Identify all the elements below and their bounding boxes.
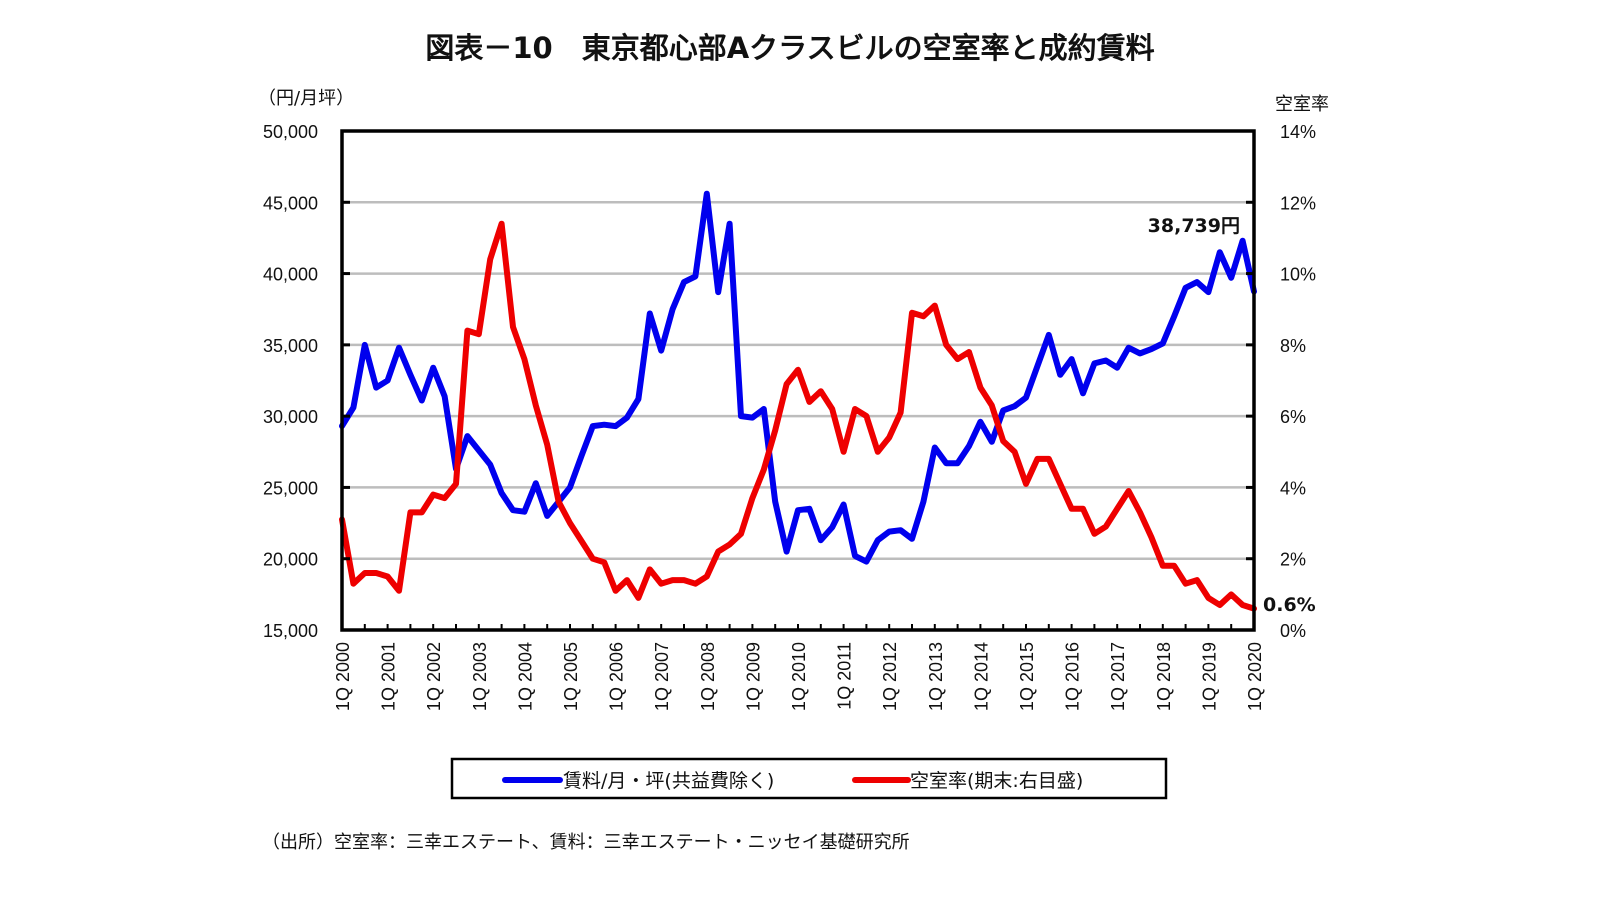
x-tick-label: 1Q 2001	[379, 642, 399, 711]
x-tick-label: 1Q 2020	[1245, 642, 1265, 711]
gridlines	[342, 201, 1254, 560]
plot-border	[340, 129, 1256, 632]
x-tick-label: 1Q 2012	[880, 642, 900, 711]
x-tick-label: 1Q 2006	[607, 642, 627, 711]
x-tick-label: 1Q 2004	[515, 642, 535, 711]
legend-box	[450, 757, 1168, 800]
x-tick-label: 1Q 2002	[424, 642, 444, 711]
right-tick-label: 6%	[1280, 407, 1306, 427]
left-tick-label: 45,000	[263, 193, 318, 213]
x-tick-label: 1Q 2003	[470, 642, 490, 711]
x-tick-label: 1Q 2016	[1063, 642, 1083, 711]
left-tick-label: 15,000	[263, 621, 318, 641]
right-tick-label: 2%	[1280, 550, 1306, 570]
x-tick-label: 1Q 2015	[1017, 642, 1037, 711]
x-tick-label: 1Q 2013	[926, 642, 946, 711]
x-tick-label: 1Q 2019	[1199, 642, 1219, 711]
plot-frame	[340, 129, 1256, 632]
vacancy-latest-label: 0.6%	[1263, 594, 1316, 616]
x-tick-label: 1Q 2018	[1154, 642, 1174, 711]
right-tick-label: 12%	[1280, 193, 1316, 213]
left-tick-label: 25,000	[263, 478, 318, 498]
right-axis-unit: 空室率	[1275, 94, 1329, 115]
x-tick-label: 1Q 2000	[333, 642, 353, 711]
left-tick-label: 20,000	[263, 550, 318, 570]
legend-label-rent: 賃料/月・坪(共益費除く)	[563, 770, 774, 792]
right-tick-label: 0%	[1280, 621, 1306, 641]
x-tick-label: 1Q 2014	[971, 642, 991, 711]
x-tick-label: 1Q 2017	[1108, 642, 1128, 711]
chart-title: 図表－10 東京都心部Aクラスビルの空室率と成約賃料	[425, 31, 1154, 65]
x-tick-label: 1Q 2009	[743, 642, 763, 711]
source-note: （出所）空室率：三幸エステート、賃料：三幸エステート・ニッセイ基礎研究所	[262, 832, 910, 853]
x-tick-label: 1Q 2008	[698, 642, 718, 711]
rent-latest-label: 38,739円	[1148, 215, 1240, 237]
x-tick-label: 1Q 2007	[652, 642, 672, 711]
right-tick-label: 10%	[1280, 265, 1316, 285]
left-tick-label: 50,000	[263, 122, 318, 142]
vacancy-line	[339, 220, 1257, 612]
left-axis-unit: （円/月坪）	[258, 88, 354, 109]
annotations: 38,739円 0.6%	[1148, 215, 1316, 616]
x-tick-label: 1Q 2010	[789, 642, 809, 711]
left-tick-label: 35,000	[263, 336, 318, 356]
right-tick-label: 8%	[1280, 336, 1306, 356]
right-axis-ticks: 0% 2% 4% 6% 8% 10% 12% 14%	[1280, 122, 1316, 641]
left-axis-ticks: 15,000 20,000 25,000 30,000 35,000 40,000 45,0…	[263, 122, 318, 641]
rent-line	[339, 190, 1257, 565]
x-tick-label: 1Q 2011	[835, 642, 855, 710]
right-tick-label: 4%	[1280, 478, 1306, 498]
series-lines	[339, 190, 1257, 612]
left-tick-label: 30,000	[263, 407, 318, 427]
legend-label-vacancy: 空室率(期末:右目盛)	[910, 770, 1083, 792]
legend: 賃料/月・坪(共益費除く) 空室率(期末:右目盛)	[450, 757, 1168, 800]
x-axis-ticks: 1Q 2000 1Q 2001 1Q 2002 1Q 2003 1Q 2004 1Q 20…	[333, 642, 1265, 711]
left-tick-label: 40,000	[263, 265, 318, 285]
right-tick-label: 14%	[1280, 122, 1316, 142]
x-tick-label: 1Q 2005	[561, 642, 581, 711]
